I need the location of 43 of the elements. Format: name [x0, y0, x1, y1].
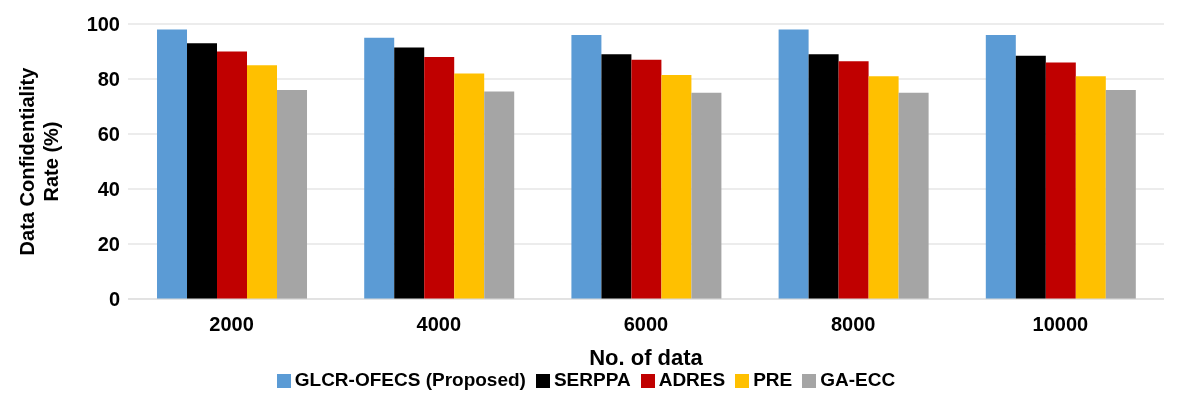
y-tick-label: 60: [97, 123, 120, 146]
legend-label: PRE: [753, 369, 793, 390]
bar: [898, 92, 929, 299]
y-tick-label: 0: [108, 288, 120, 311]
bar: [571, 35, 602, 299]
x-tick-label: 10000: [1032, 313, 1089, 336]
bar: [217, 51, 248, 299]
y-tick-label: 80: [97, 68, 120, 91]
bar: [247, 65, 278, 299]
y-tick-label: 40: [97, 178, 120, 201]
bar: [1105, 90, 1136, 299]
legend-label: ADRES: [658, 369, 726, 390]
bar: [1045, 62, 1076, 299]
bar: [187, 43, 218, 299]
x-tick-label: 4000: [416, 313, 462, 336]
y-tick-label: 100: [86, 13, 120, 36]
legend-label: GA-ECC: [820, 369, 896, 390]
legend-label: SERPPA: [553, 369, 631, 390]
legend-label: GLCR-OFECS (Proposed): [294, 369, 526, 390]
bar: [808, 54, 839, 299]
bar: [277, 90, 308, 299]
y-axis-title: Data Confidentiality Rate (%): [16, 66, 62, 256]
bar: [778, 29, 809, 299]
x-tick-label: 6000: [623, 313, 669, 336]
bar: [838, 61, 869, 299]
bar: [394, 47, 425, 299]
bar: [157, 29, 188, 299]
bar: [364, 37, 395, 299]
bar: [601, 54, 632, 299]
y-tick-label: 20: [97, 233, 120, 256]
bar: [691, 92, 722, 299]
bar: [424, 57, 455, 299]
x-axis-title: No. of data: [589, 345, 704, 370]
bar: [868, 76, 899, 299]
bar: [454, 73, 485, 299]
x-tick-label: 2000: [209, 313, 254, 336]
bar: [661, 74, 692, 299]
bar: [985, 35, 1016, 299]
bar: [1015, 55, 1046, 299]
bar: [484, 91, 515, 299]
bar: [631, 59, 662, 299]
x-tick-label: 8000: [830, 313, 876, 336]
bar: [1075, 76, 1106, 299]
